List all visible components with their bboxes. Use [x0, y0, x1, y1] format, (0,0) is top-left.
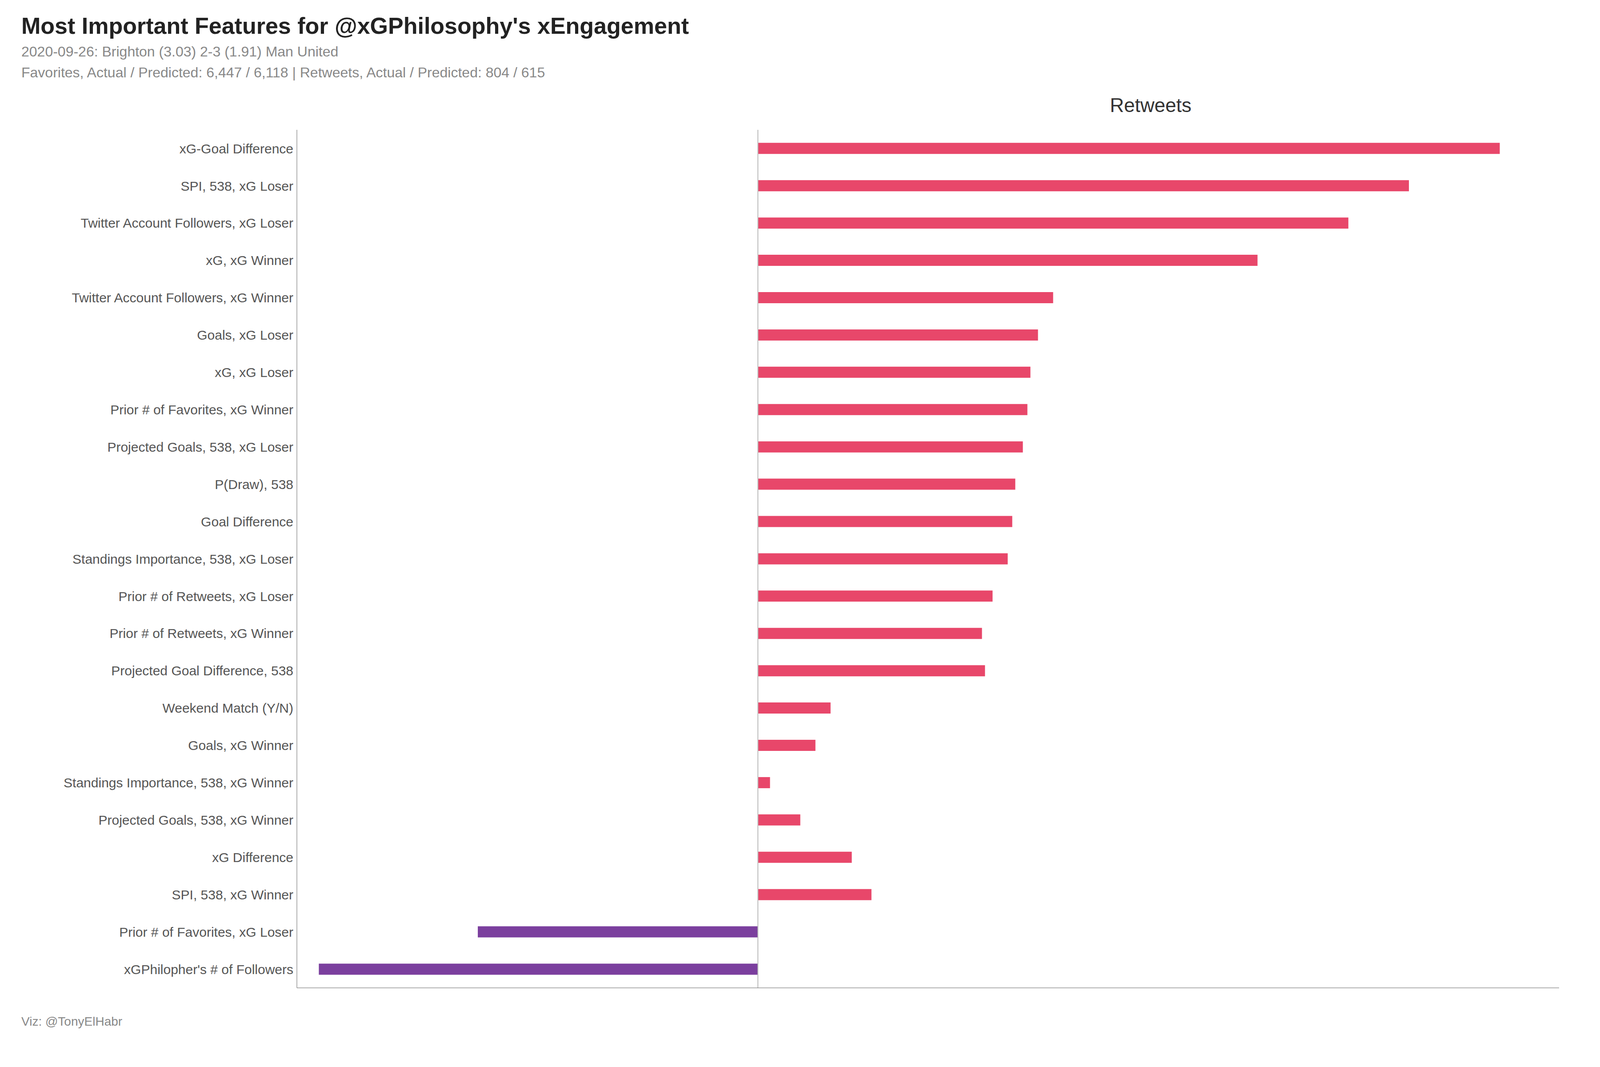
svg-text:Weekend Match (Y/N): Weekend Match (Y/N)	[162, 700, 294, 716]
svg-text:Standings Importance, 538, xG: Standings Importance, 538, xG Winner	[63, 775, 294, 790]
svg-text:xG Difference: xG Difference	[212, 849, 294, 865]
svg-text:Prior # of Retweets, xG Loser: Prior # of Retweets, xG Loser	[118, 588, 294, 604]
svg-text:Goal Difference: Goal Difference	[200, 514, 294, 529]
svg-text:Prior # of Favorites, xG Winne: Prior # of Favorites, xG Winner	[110, 402, 294, 417]
svg-text:xGPhilopher's # of Followers: xGPhilopher's # of Followers	[124, 961, 294, 977]
svg-text:Goals, xG Loser: Goals, xG Loser	[196, 327, 294, 343]
html-text:Retweets: Retweets	[1109, 94, 1192, 116]
svg-text:Standings Importance, 538, xG: Standings Importance, 538, xG Loser	[72, 551, 294, 567]
svg-text:Projected Goals, 538, xG Loser: Projected Goals, 538, xG Loser	[107, 439, 294, 455]
svg-text:Projected Goals, 538, xG Winne: Projected Goals, 538, xG Winner	[98, 812, 294, 828]
svg-text:xG, xG Loser: xG, xG Loser	[214, 364, 294, 380]
svg-text:P(Draw), 538: P(Draw), 538	[214, 476, 294, 492]
html-text:2020-09-26: Brighton (3.03) 2-: 2020-09-26: Brighton (3.03) 2-3 (1.91) M…	[21, 43, 339, 60]
svg-text:SPI, 538, xG Winner: SPI, 538, xG Winner	[172, 887, 294, 902]
svg-text:Prior # of Retweets, xG Winner: Prior # of Retweets, xG Winner	[109, 625, 294, 641]
svg-text:Prior # of Favorites, xG Loser: Prior # of Favorites, xG Loser	[119, 924, 294, 940]
svg-text:Goals, xG Winner: Goals, xG Winner	[188, 737, 294, 753]
svg-text:SPI, 538, xG Loser: SPI, 538, xG Loser	[180, 178, 294, 194]
svg-text:xG-Goal Difference: xG-Goal Difference	[179, 141, 294, 156]
html-text:Viz: @TonyElHabr: Viz: @TonyElHabr	[21, 1014, 123, 1028]
svg-text:Twitter Account Followers, xG: Twitter Account Followers, xG Winner	[72, 290, 294, 305]
svg-text:Projected Goal Difference, 538: Projected Goal Difference, 538	[111, 663, 294, 678]
svg-text:xG, xG Winner: xG, xG Winner	[205, 252, 294, 268]
html-text:Favorites, Actual / Predicted:: Favorites, Actual / Predicted: 6,447 / 6…	[21, 64, 545, 81]
svg-text:Twitter Account Followers, xG: Twitter Account Followers, xG Loser	[80, 215, 294, 231]
html-text:Most Important Features for @x: Most Important Features for @xGPhilosoph…	[21, 12, 689, 39]
